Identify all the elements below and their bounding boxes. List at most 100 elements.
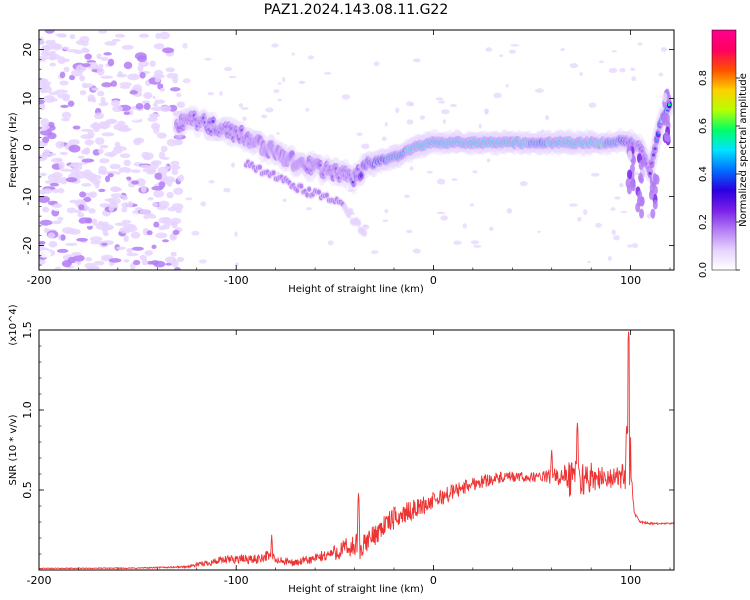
noise-blob: [173, 187, 184, 195]
sparse-blob: [381, 136, 387, 142]
noise-blob: [154, 77, 161, 83]
sparse-blob: [499, 54, 503, 58]
noise-blob: [110, 99, 120, 107]
noise-blob: [139, 164, 152, 169]
noise-blob: [74, 199, 86, 207]
noise-blob: [109, 187, 122, 192]
colorbar-frame: [711, 29, 737, 271]
noise-blob: [108, 258, 122, 263]
noise-blob: [79, 90, 87, 96]
noise-blob: [60, 104, 69, 109]
noise-blob: [123, 111, 131, 115]
noise-blob: [111, 38, 121, 42]
noise-blob: [144, 250, 154, 256]
noise-blob: [129, 114, 142, 121]
spectrogram-frame: [38, 29, 675, 271]
noise-blob: [130, 231, 141, 239]
sparse-blob: [449, 104, 458, 108]
noise-blob: [39, 127, 48, 132]
noise-blob: [72, 125, 81, 130]
noise-blob: [176, 101, 186, 108]
sparse-blob: [478, 123, 482, 129]
noise-blob: [87, 94, 95, 102]
noise-blob: [125, 176, 132, 181]
noise-blob: [127, 121, 134, 129]
sparse-blob: [631, 242, 639, 249]
sparse-blob: [219, 91, 223, 96]
sparse-blob: [486, 158, 491, 163]
ridge-core: [259, 139, 263, 143]
spectrogram-marks: [39, 30, 674, 270]
sparse-blob: [441, 109, 450, 115]
noise-blob: [73, 254, 85, 262]
noise-blob: [99, 144, 109, 149]
ridge-core: [356, 167, 361, 172]
smear-blob: [625, 178, 631, 189]
noise-blob: [170, 160, 180, 166]
sparse-blob: [614, 196, 621, 200]
smear-blob: [630, 181, 636, 192]
smear-blob: [631, 155, 637, 166]
sparse-blob: [271, 43, 279, 48]
smear-blob: [627, 150, 633, 161]
sparse-blob: [406, 101, 414, 107]
sparse-blob: [276, 132, 280, 135]
noise-blob: [103, 52, 112, 56]
noise-blob: [61, 118, 71, 122]
noise-blob: [148, 113, 160, 118]
noise-blob: [59, 80, 69, 86]
sparse-blob: [182, 42, 188, 49]
x-tick-label: 100: [620, 574, 641, 587]
sparse-blob: [291, 52, 295, 56]
sparse-blob: [537, 230, 541, 233]
noise-blob: [60, 58, 70, 63]
smear-blob: [649, 183, 655, 194]
colorbar-tick-label: 0.8: [698, 70, 709, 86]
noise-blob: [119, 82, 133, 87]
noise-blob: [46, 224, 59, 230]
noise-blob: [61, 111, 72, 119]
sparse-blob: [198, 259, 207, 264]
noise-blob: [107, 58, 115, 67]
noise-blob: [104, 40, 117, 46]
noise-blob: [49, 182, 59, 187]
sparse-blob: [442, 119, 446, 124]
noise-blob: [42, 136, 50, 144]
noise-blob: [149, 60, 156, 67]
noise-blob: [62, 94, 71, 102]
noise-blob: [153, 221, 160, 228]
noise-blob: [160, 145, 168, 153]
noise-blob: [119, 153, 131, 159]
colorbar-tick-label: 0.2: [698, 214, 709, 230]
sparse-blob: [238, 103, 244, 108]
noise-blob: [127, 200, 133, 208]
noise-blob: [138, 60, 149, 67]
noise-blob: [141, 258, 149, 266]
noise-blob: [80, 134, 93, 140]
colorbar-tick-label: 0.0: [698, 262, 709, 278]
noise-blob: [74, 209, 82, 214]
noise-blob: [126, 212, 139, 219]
sparse-blob: [560, 48, 566, 51]
sparse-blob: [583, 209, 588, 216]
noise-blob: [57, 188, 65, 194]
noise-blob: [79, 75, 85, 82]
sparse-blob: [182, 78, 191, 84]
noise-blob: [100, 96, 106, 104]
noise-blob: [68, 139, 80, 146]
sparse-blob: [440, 215, 449, 221]
noise-blob: [93, 260, 105, 266]
noise-blob: [114, 146, 127, 152]
smear-blob: [663, 131, 669, 142]
sparse-blob: [234, 231, 238, 238]
noise-blob: [42, 82, 51, 89]
noise-blob: [55, 33, 67, 37]
noise-blob: [100, 56, 109, 61]
sparse-blob: [305, 107, 310, 112]
y-tick-label: 20: [21, 43, 34, 57]
sparse-blob: [282, 198, 287, 203]
noise-blob: [143, 102, 151, 110]
noise-blob: [112, 105, 124, 113]
noise-blob: [115, 246, 127, 250]
